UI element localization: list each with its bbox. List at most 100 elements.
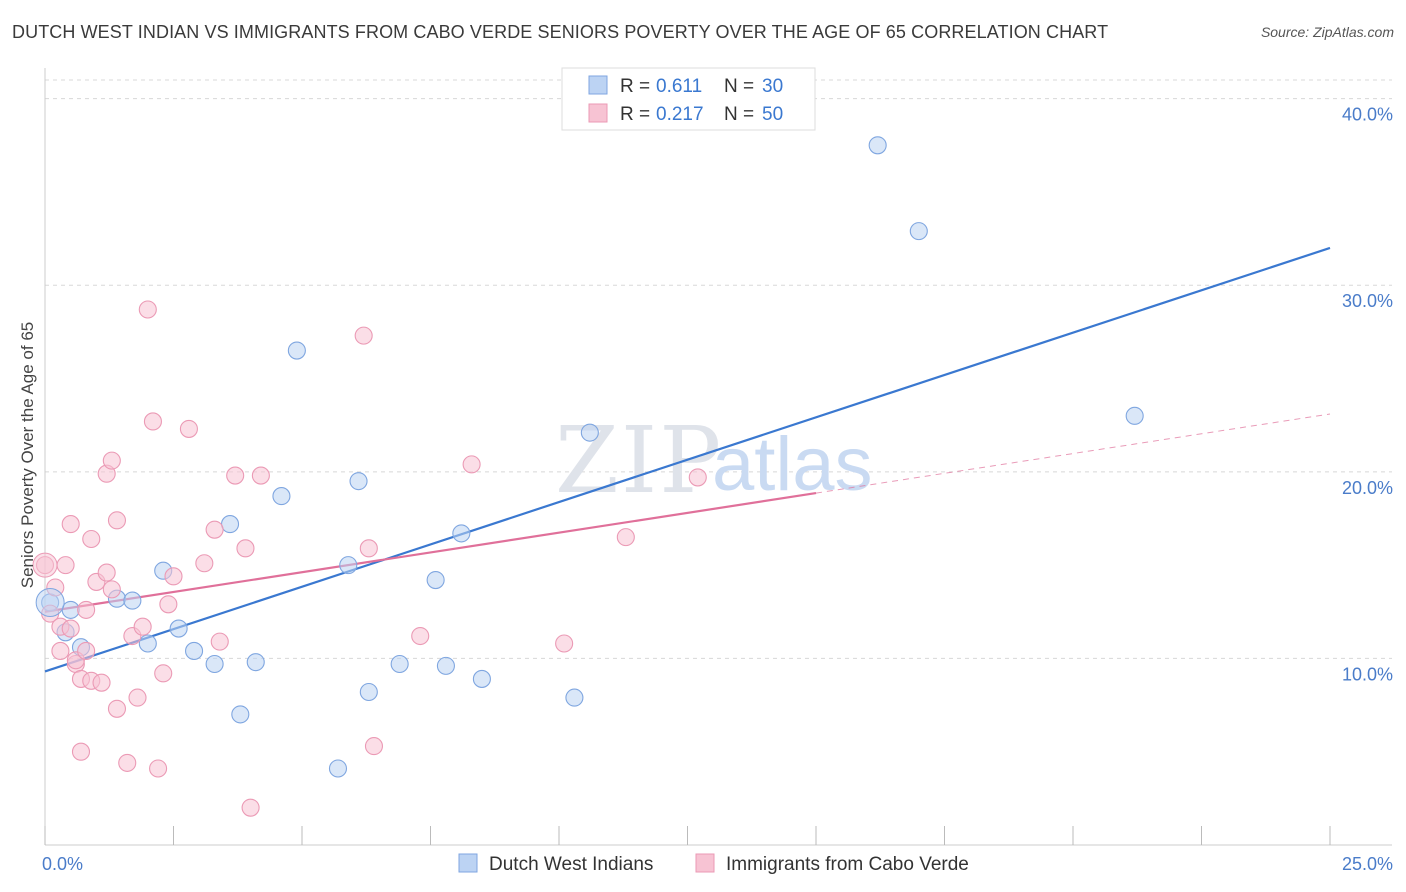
point-dutch-west-indians-24	[472, 669, 491, 688]
point-cluster-blue	[35, 587, 65, 617]
y-tick-label-1: 20.0%	[1342, 478, 1393, 498]
point-cabo-verde-12	[77, 641, 96, 661]
point-dutch-west-indians-26	[580, 423, 599, 442]
point-cabo-verde-17	[92, 673, 111, 692]
point-cabo-verde-41	[251, 466, 270, 485]
point-cabo-verde-44	[364, 737, 384, 756]
tick-labels: 10.0% 20.0% 30.0% 40.0% 0.0% 25.0%	[42, 105, 1393, 874]
bottom-legend-label-1: Dutch West Indians	[489, 854, 653, 875]
point-dutch-west-indians-5	[123, 591, 142, 610]
point-dutch-west-indians-20	[390, 654, 409, 674]
point-cabo-verde-46	[462, 455, 481, 474]
point-cabo-verde-5	[56, 556, 75, 575]
point-cabo-verde-6	[61, 515, 80, 534]
axes	[44, 68, 1392, 846]
point-cabo-verde-37	[210, 632, 229, 651]
point-dutch-west-indians-23	[452, 524, 471, 543]
x-tick-label-1: 25.0%	[1342, 854, 1393, 874]
point-cabo-verde-20	[102, 580, 121, 599]
grid-lines	[45, 79, 1392, 659]
point-cabo-verde-29	[143, 412, 162, 431]
point-dutch-west-indians-2	[61, 600, 80, 619]
point-dutch-west-indians-12	[231, 705, 250, 724]
point-dutch-west-indians-21	[426, 570, 445, 590]
point-cabo-verde-11	[71, 742, 91, 761]
data-points	[32, 136, 1144, 817]
trend-line-cabo-verde	[44, 492, 817, 613]
point-cabo-verde-49	[688, 468, 707, 487]
point-dutch-west-indians-27	[868, 136, 887, 155]
point-dutch-west-indians-17	[339, 556, 358, 575]
bottom-legend-swatch-pink	[695, 853, 715, 873]
point-dutch-west-indians-19	[359, 682, 378, 702]
point-dutch-west-indians-9	[185, 641, 204, 661]
chart-title: DUTCH WEST INDIAN VS IMMIGRANTS FROM CAB…	[12, 22, 1109, 42]
watermark-zip: ZIP	[555, 407, 723, 514]
trend-lines	[44, 246, 1331, 673]
point-cabo-verde-27	[133, 617, 152, 636]
point-dutch-west-indians-29	[1125, 406, 1144, 425]
watermark: ZIP atlas	[555, 407, 873, 514]
point-cabo-verde-4	[51, 641, 70, 661]
point-cabo-verde-34	[179, 419, 198, 438]
point-dutch-west-indians-18	[349, 472, 368, 491]
legend-n-value-1: 30	[762, 76, 783, 97]
legend-r-label-1: R =	[620, 76, 650, 97]
point-cabo-verde-28	[138, 300, 157, 319]
point-dutch-west-indians-6	[138, 634, 157, 653]
point-cabo-verde-13	[77, 600, 96, 619]
point-dutch-west-indians-16	[328, 759, 348, 778]
legend-swatch-blue	[588, 75, 608, 95]
point-cabo-verde-31	[154, 664, 173, 683]
point-cabo-verde-38	[226, 466, 245, 485]
point-cabo-verde-42	[354, 326, 373, 345]
point-dutch-west-indians-8	[169, 619, 188, 638]
point-cabo-verde-21	[102, 451, 121, 470]
point-cabo-verde-47	[555, 634, 574, 653]
point-cabo-verde-36	[205, 520, 224, 539]
legend-n-value-2: 50	[762, 104, 783, 125]
x-tick-label-0: 0.0%	[42, 854, 83, 874]
point-cabo-verde-23	[107, 511, 127, 530]
legend-n-label-1: N =	[724, 76, 754, 97]
point-cabo-verde-7	[61, 619, 80, 638]
point-cabo-verde-26	[128, 688, 147, 707]
legend-r-value-2: 0.217	[656, 104, 704, 125]
point-cabo-verde-15	[82, 529, 101, 549]
point-cabo-verde-45	[411, 626, 430, 646]
point-dutch-west-indians-25	[565, 688, 584, 707]
point-cabo-verde-43	[359, 539, 378, 558]
y-tick-label-2: 30.0%	[1342, 291, 1393, 311]
point-cabo-verde-33	[164, 567, 183, 586]
legend-r-label-2: R =	[620, 104, 650, 125]
series-cabo-verde	[35, 300, 707, 817]
y-tick-label-0: 10.0%	[1342, 664, 1393, 684]
watermark-atlas: atlas	[712, 422, 873, 507]
trend-line-extension-cabo-verde	[815, 413, 1331, 494]
point-cabo-verde-35	[195, 554, 214, 573]
point-cabo-verde-24	[118, 753, 137, 772]
point-cluster-pink	[32, 552, 58, 578]
legend-box: R = 0.611 N = 30 R = 0.217 N = 50	[561, 67, 816, 131]
point-dutch-west-indians-14	[272, 487, 291, 506]
point-dutch-west-indians-11	[220, 515, 240, 534]
trend-line-dutch-west-indians	[44, 246, 1331, 673]
point-dutch-west-indians-13	[246, 653, 265, 672]
point-cabo-verde-30	[149, 759, 168, 778]
point-cabo-verde-22	[107, 699, 127, 718]
bottom-legend-label-2: Immigrants from Cabo Verde	[726, 854, 969, 875]
y-tick-label-3: 40.0%	[1342, 105, 1393, 125]
point-dutch-west-indians-28	[909, 222, 928, 241]
y-axis-label: Seniors Poverty Over the Age of 65	[18, 322, 37, 588]
point-cabo-verde-48	[616, 528, 635, 547]
legend-swatch-pink	[588, 103, 608, 123]
legend-n-label-2: N =	[724, 104, 754, 125]
point-dutch-west-indians-15	[287, 341, 306, 360]
point-dutch-west-indians-22	[436, 656, 455, 675]
bottom-legend-swatch-blue	[458, 853, 478, 873]
source-label: Source: ZipAtlas.com	[1260, 24, 1394, 40]
legend-r-value-1: 0.611	[656, 76, 702, 97]
point-cabo-verde-19	[97, 563, 116, 582]
bottom-legend: Dutch West Indians Immigrants from Cabo …	[458, 853, 969, 875]
